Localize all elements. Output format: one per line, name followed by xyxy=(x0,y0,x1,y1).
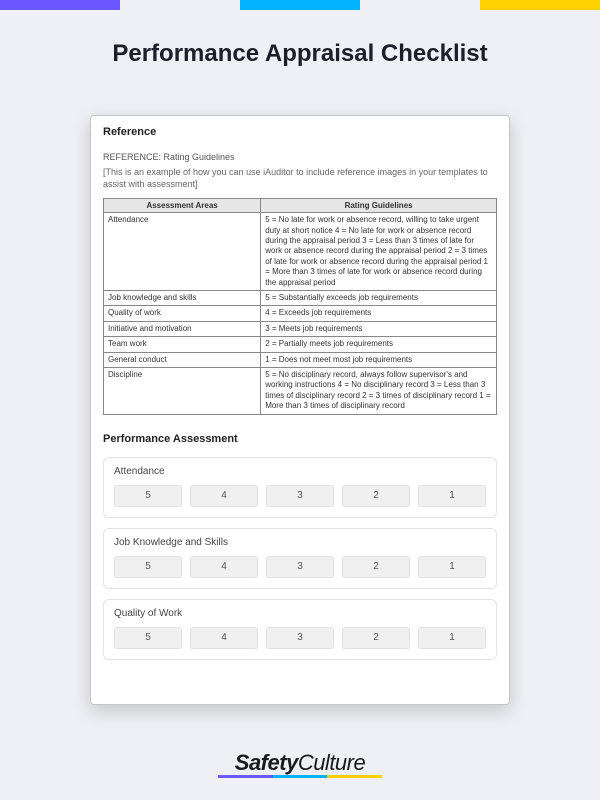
rating-row: 5 4 3 2 1 xyxy=(114,485,486,507)
table-row: Discipline 5 = No disciplinary record, a… xyxy=(104,367,497,414)
assessment-item-attendance: Attendance 5 4 3 2 1 xyxy=(103,457,497,518)
guidelines-cell: 4 = Exceeds job requirements xyxy=(261,306,497,321)
guidelines-cell: 2 = Partially meets job requirements xyxy=(261,337,497,352)
guidelines-cell: 3 = Meets job requirements xyxy=(261,321,497,336)
assessment-label: Attendance xyxy=(114,466,486,477)
brand-bold: Safety xyxy=(235,750,298,775)
rating-button-1[interactable]: 1 xyxy=(418,556,486,578)
table-row: Attendance 5 = No late for work or absen… xyxy=(104,213,497,291)
area-cell: Discipline xyxy=(104,367,261,414)
rating-button-3[interactable]: 3 xyxy=(266,627,334,649)
guidelines-cell: 5 = No late for work or absence record, … xyxy=(261,213,497,291)
assessment-label: Quality of Work xyxy=(114,608,486,619)
rating-button-4[interactable]: 4 xyxy=(190,485,258,507)
area-cell: Quality of work xyxy=(104,306,261,321)
guidelines-cell: 5 = Substantially exceeds job requiremen… xyxy=(261,291,497,306)
area-cell: Initiative and motivation xyxy=(104,321,261,336)
assessment-heading: Performance Assessment xyxy=(103,433,497,445)
rating-button-1[interactable]: 1 xyxy=(418,485,486,507)
decorative-top-bar xyxy=(0,0,600,10)
assessment-item-job-knowledge: Job Knowledge and Skills 5 4 3 2 1 xyxy=(103,528,497,589)
rating-button-4[interactable]: 4 xyxy=(190,627,258,649)
rating-button-5[interactable]: 5 xyxy=(114,556,182,578)
page-title: Performance Appraisal Checklist xyxy=(0,40,600,68)
document-card: Reference REFERENCE: Rating Guidelines [… xyxy=(90,115,510,705)
rating-button-2[interactable]: 2 xyxy=(342,627,410,649)
guidelines-cell: 1 = Does not meet most job requirements xyxy=(261,352,497,367)
rating-row: 5 4 3 2 1 xyxy=(114,627,486,649)
reference-table: Assessment Areas Rating Guidelines Atten… xyxy=(103,198,497,414)
table-row: Team work 2 = Partially meets job requir… xyxy=(104,337,497,352)
guidelines-cell: 5 = No disciplinary record, always follo… xyxy=(261,367,497,414)
rating-button-1[interactable]: 1 xyxy=(418,627,486,649)
table-row: Quality of work 4 = Exceeds job requirem… xyxy=(104,306,497,321)
reference-description: [This is an example of how you can use i… xyxy=(103,166,497,190)
rating-button-3[interactable]: 3 xyxy=(266,485,334,507)
rating-button-2[interactable]: 2 xyxy=(342,485,410,507)
reference-heading: Reference xyxy=(103,126,497,138)
table-header-areas: Assessment Areas xyxy=(104,199,261,213)
area-cell: General conduct xyxy=(104,352,261,367)
area-cell: Job knowledge and skills xyxy=(104,291,261,306)
rating-row: 5 4 3 2 1 xyxy=(114,556,486,578)
rating-button-5[interactable]: 5 xyxy=(114,485,182,507)
assessment-label: Job Knowledge and Skills xyxy=(114,537,486,548)
area-cell: Attendance xyxy=(104,213,261,291)
rating-button-3[interactable]: 3 xyxy=(266,556,334,578)
brand-underline xyxy=(218,775,382,778)
table-header-guidelines: Rating Guidelines xyxy=(261,199,497,213)
rating-button-5[interactable]: 5 xyxy=(114,627,182,649)
rating-button-4[interactable]: 4 xyxy=(190,556,258,578)
table-row: General conduct 1 = Does not meet most j… xyxy=(104,352,497,367)
rating-button-2[interactable]: 2 xyxy=(342,556,410,578)
reference-subtitle: REFERENCE: Rating Guidelines xyxy=(103,152,497,162)
table-row: Job knowledge and skills 5 = Substantial… xyxy=(104,291,497,306)
table-row: Initiative and motivation 3 = Meets job … xyxy=(104,321,497,336)
assessment-item-quality: Quality of Work 5 4 3 2 1 xyxy=(103,599,497,660)
brand-thin: Culture xyxy=(298,750,365,775)
area-cell: Team work xyxy=(104,337,261,352)
brand-logo: SafetyCulture xyxy=(0,750,600,776)
